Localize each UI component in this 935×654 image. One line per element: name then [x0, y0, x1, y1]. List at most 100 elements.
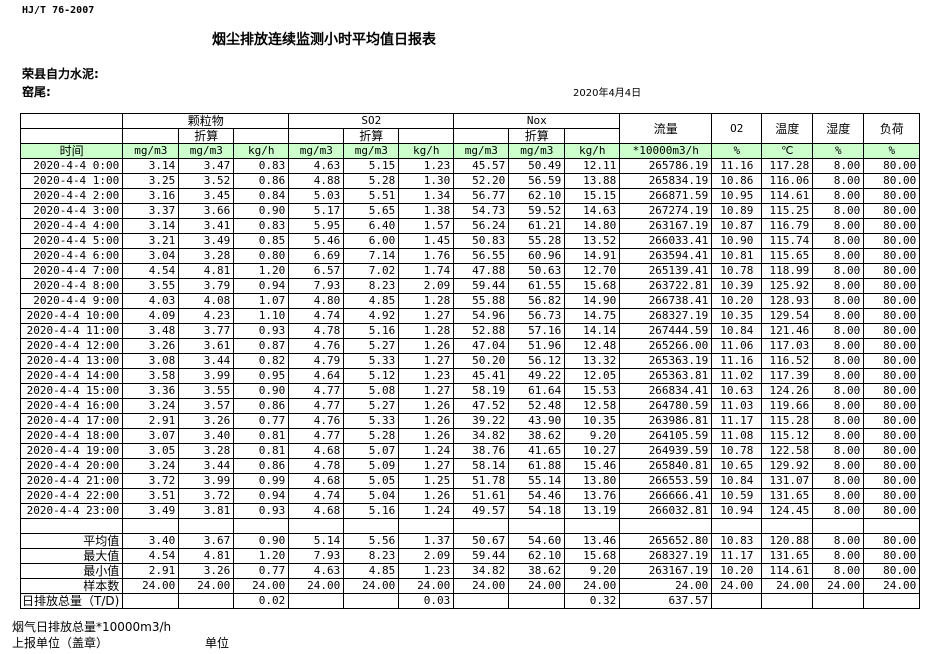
value-cell: 24.00	[233, 578, 290, 594]
value-cell: 3.37	[122, 203, 180, 219]
value-cell: 3.47	[178, 158, 235, 174]
value-cell: 10.78	[711, 443, 763, 459]
blank-cell	[619, 518, 713, 534]
value-cell: 4.92	[343, 308, 400, 324]
value-cell: 5.56	[343, 533, 400, 549]
value-cell: 54.96	[453, 308, 510, 324]
converted-label: 折算	[343, 128, 400, 144]
value-cell: 10.83	[711, 533, 763, 549]
value-cell: 12.70	[564, 263, 621, 279]
time-cell: 2020-4-4 3:00	[19, 203, 124, 219]
header-temperature: 温度	[761, 113, 814, 144]
table-row: 2020-4-4 7:00 4.54 4.81 1.20 6.57 7.02 1.74 47.…	[19, 263, 921, 279]
header-row-units: 时间 mg/m3 mg/m3 kg/h mg/m3 mg/m3 kg/h mg/m3 mg/m…	[19, 143, 921, 159]
value-cell: 80.00	[863, 233, 921, 249]
value-cell: 58.14	[453, 458, 510, 474]
unit-cell: ℃	[761, 143, 814, 159]
value-cell: 8.00	[812, 278, 865, 294]
value-cell: 5.27	[343, 398, 400, 414]
value-cell: 266666.41	[619, 488, 713, 504]
value-cell: 3.24	[122, 458, 180, 474]
value-cell: 80.00	[863, 308, 921, 324]
value-cell: 10.39	[711, 278, 763, 294]
summary-label: 最大值	[19, 548, 124, 564]
value-cell: 1.25	[398, 473, 455, 489]
value-cell: 54.46	[508, 488, 566, 504]
value-cell: 125.92	[761, 278, 814, 294]
value-cell: 265363.81	[619, 368, 713, 384]
time-cell: 2020-4-4 6:00	[19, 248, 124, 264]
value-cell: 0.93	[233, 323, 290, 339]
value-cell: 80.00	[863, 293, 921, 309]
value-cell: 3.66	[178, 203, 235, 219]
blank-cell	[564, 128, 621, 144]
value-cell: 10.59	[711, 488, 763, 504]
value-cell: 80.00	[863, 533, 921, 549]
value-cell: 15.15	[564, 188, 621, 204]
value-cell: 1.45	[398, 233, 455, 249]
blank-cell	[122, 128, 180, 144]
value-cell: 56.55	[453, 248, 510, 264]
value-cell: 122.58	[761, 443, 814, 459]
value-cell: 62.10	[508, 188, 566, 204]
value-cell: 3.77	[178, 323, 235, 339]
value-cell: 5.03	[288, 188, 345, 204]
value-cell: 7.14	[343, 248, 400, 264]
value-cell: 5.46	[288, 233, 345, 249]
value-cell: 1.23	[398, 563, 455, 579]
value-cell: 0.90	[233, 383, 290, 399]
group-nox: Nox	[453, 113, 621, 129]
blank-cell	[398, 128, 455, 144]
time-cell: 2020-4-4 18:00	[19, 428, 124, 444]
table-row: 2020-4-4 2:00 3.16 3.45 0.84 5.03 5.51 1.34 56.…	[19, 188, 921, 204]
unit-cell: mg/m3	[453, 143, 510, 159]
time-cell: 2020-4-4 14:00	[19, 368, 124, 384]
unit-cell: mg/m3	[508, 143, 566, 159]
value-cell: 15.53	[564, 383, 621, 399]
value-cell: 38.62	[508, 428, 566, 444]
value-cell: 4.74	[288, 488, 345, 504]
value-cell: 8.00	[812, 353, 865, 369]
value-cell: 0.81	[233, 428, 290, 444]
value-cell: 80.00	[863, 383, 921, 399]
value-cell: 80.00	[863, 473, 921, 489]
value-cell: 10.20	[711, 563, 763, 579]
value-cell: 3.57	[178, 398, 235, 414]
summary-row: 平均值 3.40 3.67 0.90 5.14 5.56 1.37 50.67 54.60 13.…	[19, 533, 921, 549]
value-cell: 15.68	[564, 278, 621, 294]
value-cell: 80.00	[863, 548, 921, 564]
value-cell: 4.23	[178, 308, 235, 324]
table-row: 2020-4-4 15:00 3.36 3.55 0.90 4.77 5.08 1.27 58…	[19, 383, 921, 399]
value-cell: 268327.19	[619, 308, 713, 324]
value-cell: 3.40	[178, 428, 235, 444]
value-cell: 10.84	[711, 473, 763, 489]
value-cell: 55.28	[508, 233, 566, 249]
value-cell: 0.84	[233, 188, 290, 204]
value-cell: 80.00	[863, 458, 921, 474]
value-cell: 0.86	[233, 398, 290, 414]
value-cell: 0.77	[233, 563, 290, 579]
value-cell: 1.26	[398, 413, 455, 429]
group-so2: SO2	[288, 113, 455, 129]
value-cell: 12.11	[564, 158, 621, 174]
value-cell: 80.00	[863, 173, 921, 189]
time-cell: 2020-4-4 12:00	[19, 338, 124, 354]
time-cell: 2020-4-4 23:00	[19, 503, 124, 519]
value-cell: 24.00	[812, 578, 865, 594]
value-cell: 3.49	[122, 503, 180, 519]
value-cell: 8.23	[343, 278, 400, 294]
value-cell: 115.25	[761, 203, 814, 219]
table-row: 2020-4-4 20:00 3.24 3.44 0.86 4.78 5.09 1.27 58…	[19, 458, 921, 474]
value-cell: 267444.59	[619, 323, 713, 339]
unit-label: 单位	[205, 636, 230, 650]
value-cell: 3.25	[122, 173, 180, 189]
header-time: 时间	[19, 143, 124, 159]
value-cell: 6.69	[288, 248, 345, 264]
value-cell: 3.16	[122, 188, 180, 204]
value-cell: 59.52	[508, 203, 566, 219]
value-cell: 51.96	[508, 338, 566, 354]
value-cell: 3.41	[178, 218, 235, 234]
value-cell: 117.03	[761, 338, 814, 354]
unit-cell: mg/m3	[343, 143, 400, 159]
value-cell: 3.36	[122, 383, 180, 399]
